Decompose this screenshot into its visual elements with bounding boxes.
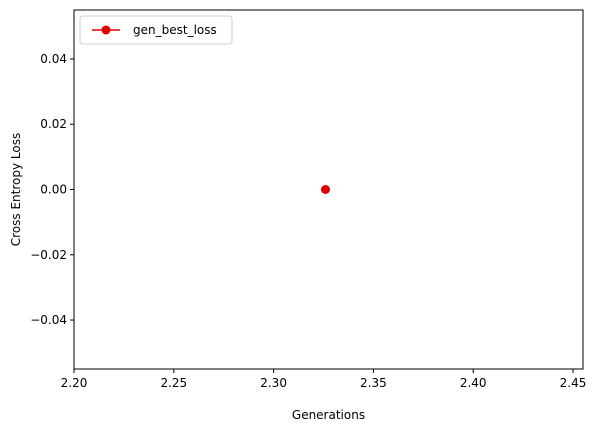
y-axis: −0.04 −0.02 0.00 0.02 0.04 xyxy=(30,52,74,327)
y-tick-label: −0.04 xyxy=(30,313,67,327)
x-tick-label: 2.30 xyxy=(260,376,287,390)
legend-box xyxy=(79,15,233,45)
y-tick-label: 0.04 xyxy=(40,52,67,66)
x-tick-label: 2.20 xyxy=(61,376,88,390)
x-tick-label: 2.35 xyxy=(360,376,387,390)
y-axis-label: Cross Entropy Loss xyxy=(9,133,23,246)
legend: gen_best_loss xyxy=(79,15,233,45)
y-tick-label: 0.02 xyxy=(40,117,67,131)
x-tick-label: 2.40 xyxy=(460,376,487,390)
y-tick-label: −0.02 xyxy=(30,248,67,262)
plot-layer xyxy=(321,185,331,194)
x-axis-label: Generations xyxy=(292,408,365,422)
x-axis: 2.20 2.25 2.30 2.35 2.40 2.45 xyxy=(61,369,587,390)
y-tick-label: 0.00 xyxy=(40,183,67,197)
legend-entry-gen-best-loss: gen_best_loss xyxy=(133,23,217,37)
x-tick-label: 2.45 xyxy=(560,376,587,390)
legend-marker-swatch xyxy=(101,25,111,35)
data-point xyxy=(321,185,331,194)
x-tick-label: 2.25 xyxy=(160,376,187,390)
